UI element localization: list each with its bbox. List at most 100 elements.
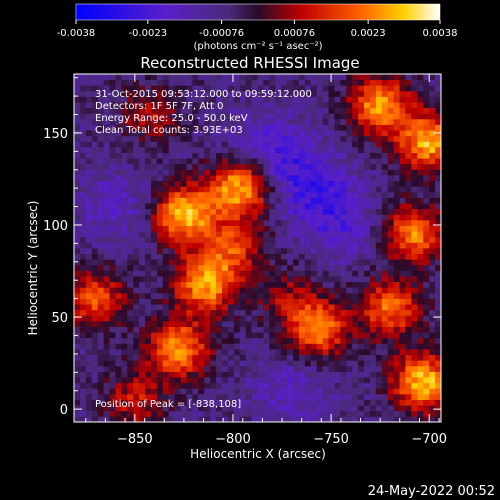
heatmap-cell: [115, 219, 122, 226]
heatmap-cell: [74, 304, 81, 311]
heatmap-cell: [150, 141, 158, 148]
heatmap-cell: [340, 349, 347, 356]
heatmap-cell: [352, 281, 359, 288]
x-tick-label: −850: [117, 432, 153, 447]
heatmap-cell: [150, 79, 158, 86]
heatmap-cell: [369, 337, 377, 344]
heatmap-cell: [210, 320, 217, 327]
heatmap-cell: [405, 135, 412, 142]
heatmap-cell: [251, 242, 258, 249]
heatmap-cell: [251, 135, 258, 142]
heatmap-cell: [150, 214, 158, 221]
heatmap-cell: [429, 365, 436, 372]
heatmap-cell: [109, 343, 116, 350]
heatmap-cell: [310, 365, 318, 372]
heatmap-cell: [198, 354, 205, 361]
heatmap-cell: [364, 304, 371, 311]
heatmap-cell: [310, 169, 318, 176]
heatmap-cell: [186, 309, 193, 316]
heatmap-cell: [435, 332, 441, 339]
heatmap-cell: [210, 214, 217, 221]
heatmap-cell: [251, 416, 258, 422]
heatmap-cell: [103, 79, 110, 86]
heatmap-cell: [91, 253, 99, 260]
heatmap-cell: [133, 214, 140, 221]
heatmap-cell: [180, 405, 187, 412]
heatmap-cell: [381, 242, 389, 249]
heatmap-cell: [233, 175, 241, 182]
heatmap-cell: [411, 281, 418, 288]
heatmap-cell: [168, 107, 176, 114]
heatmap-cell: [174, 214, 181, 221]
heatmap-cell: [275, 107, 282, 114]
heatmap-cell: [322, 399, 329, 406]
heatmap-cell: [405, 118, 412, 125]
heatmap-cell: [127, 354, 134, 361]
heatmap-cell: [221, 79, 229, 86]
heatmap-cell: [186, 124, 193, 131]
heatmap-cell: [310, 163, 318, 170]
heatmap-cell: [298, 388, 306, 395]
heatmap-cell: [139, 264, 146, 271]
heatmap-cell: [435, 118, 441, 125]
heatmap-cell: [364, 169, 371, 176]
heatmap-cell: [429, 405, 436, 412]
heatmap-cell: [91, 225, 99, 232]
heatmap-cell: [417, 163, 424, 170]
heatmap-cell: [133, 203, 140, 210]
heatmap-cell: [251, 360, 258, 367]
heatmap-cell: [328, 90, 335, 97]
heatmap-cell: [216, 337, 223, 344]
heatmap-cell: [74, 365, 81, 372]
heatmap-cell: [221, 382, 229, 389]
heatmap-cell: [358, 203, 365, 210]
heatmap-cell: [340, 102, 347, 109]
heatmap-cell: [393, 118, 400, 125]
heatmap-cell: [358, 343, 365, 350]
heatmap-cell: [316, 349, 324, 356]
heatmap-cell: [145, 135, 152, 142]
heatmap-cell: [423, 382, 430, 389]
heatmap-cell: [74, 175, 81, 182]
heatmap-cell: [381, 158, 389, 165]
heatmap-cell: [257, 304, 264, 311]
heatmap-cell: [245, 264, 252, 271]
heatmap-cell: [192, 259, 199, 266]
heatmap-cell: [375, 197, 383, 204]
heatmap-cell: [405, 169, 412, 176]
heatmap-cell: [334, 152, 341, 159]
heatmap-cell: [334, 197, 341, 204]
heatmap-cell: [115, 371, 122, 378]
heatmap-cell: [109, 180, 116, 187]
heatmap-cell: [233, 146, 241, 153]
heatmap-cell: [281, 152, 288, 159]
heatmap-cell: [139, 326, 146, 333]
heatmap-cell: [79, 175, 87, 182]
heatmap-cell: [310, 371, 318, 378]
heatmap-cell: [85, 337, 93, 344]
heatmap-cell: [139, 135, 146, 142]
heatmap-cell: [145, 332, 152, 339]
heatmap-cell: [233, 107, 241, 114]
heatmap-cell: [251, 405, 258, 412]
heatmap-cell: [233, 152, 241, 159]
heatmap-cell: [316, 90, 324, 97]
heatmap-cell: [405, 236, 412, 243]
heatmap-cell: [174, 377, 181, 384]
heatmap-cell: [340, 85, 347, 92]
heatmap-cell: [245, 90, 252, 97]
heatmap-cell: [85, 365, 93, 372]
heatmap-cell: [180, 214, 187, 221]
heatmap-cell: [375, 365, 383, 372]
heatmap-cell: [139, 343, 146, 350]
heatmap-cell: [322, 197, 329, 204]
heatmap-cell: [399, 74, 406, 81]
heatmap-cell: [74, 399, 81, 406]
heatmap-cell: [417, 124, 424, 131]
heatmap-cell: [316, 107, 324, 114]
heatmap-cell: [310, 152, 318, 159]
heatmap-cell: [180, 96, 187, 103]
heatmap-cell: [210, 416, 217, 422]
heatmap-cell: [263, 253, 270, 260]
heatmap-cell: [417, 326, 424, 333]
